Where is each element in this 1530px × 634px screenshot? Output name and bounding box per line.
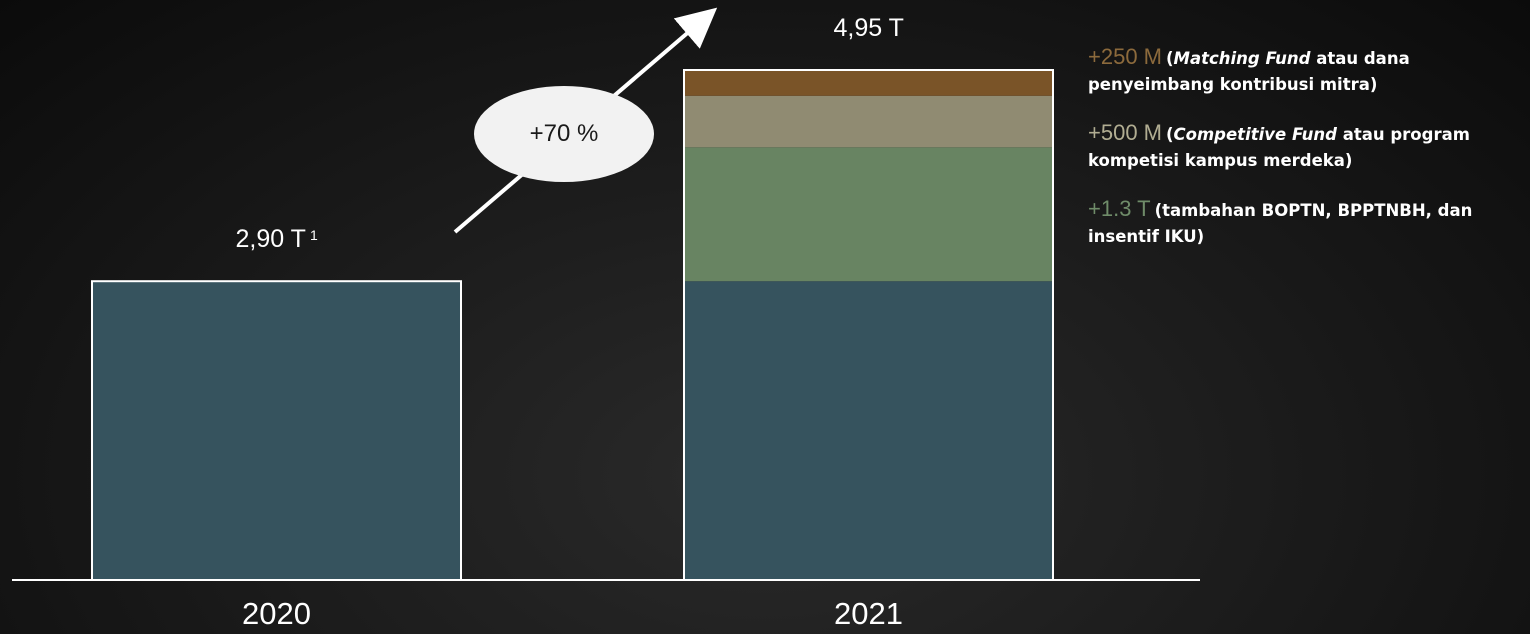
bars-layer [91, 69, 1054, 581]
total-value: 4,95 T [833, 14, 904, 42]
legend: +250 M (Matching Fund atau dana penyeimba… [1088, 44, 1518, 272]
total-value: 2,90 T [235, 225, 306, 254]
bar-segment-2020-0 [92, 281, 461, 580]
bar-segment-2021-1 [684, 147, 1053, 282]
legend-emphasis: Matching Fund [1173, 49, 1311, 68]
bar-segment-2021-2 [684, 95, 1053, 148]
legend-amount: +1.3 T [1088, 196, 1151, 221]
legend-amount: +500 M [1088, 120, 1162, 145]
legend-description: (Competitive Fund atau program kompetisi… [1088, 125, 1470, 170]
bar-segment-2021-0 [684, 281, 1053, 580]
growth-annotation-text: +70 % [529, 120, 599, 147]
bar-segment-2021-3 [684, 70, 1053, 96]
legend-description: (tambahan BOPTN, BPPTNBH, dan insentif I… [1088, 201, 1473, 246]
legend-amount: +250 M [1088, 44, 1162, 69]
legend-item: +250 M (Matching Fund atau dana penyeimba… [1088, 44, 1518, 98]
category-label-2020: 2020 [242, 596, 311, 631]
legend-description: (Matching Fund atau dana penyeimbang kon… [1088, 49, 1410, 94]
legend-emphasis: Competitive Fund [1173, 125, 1337, 144]
legend-item: +1.3 T (tambahan BOPTN, BPPTNBH, dan inse… [1088, 196, 1518, 250]
legend-item: +500 M (Competitive Fund atau program kom… [1088, 120, 1518, 174]
total-label-2021: 4,95 T [834, 14, 904, 43]
footnote-marker: 1 [309, 227, 318, 244]
category-label-2021: 2021 [834, 596, 903, 631]
growth-annotation: +70 % [474, 86, 654, 182]
